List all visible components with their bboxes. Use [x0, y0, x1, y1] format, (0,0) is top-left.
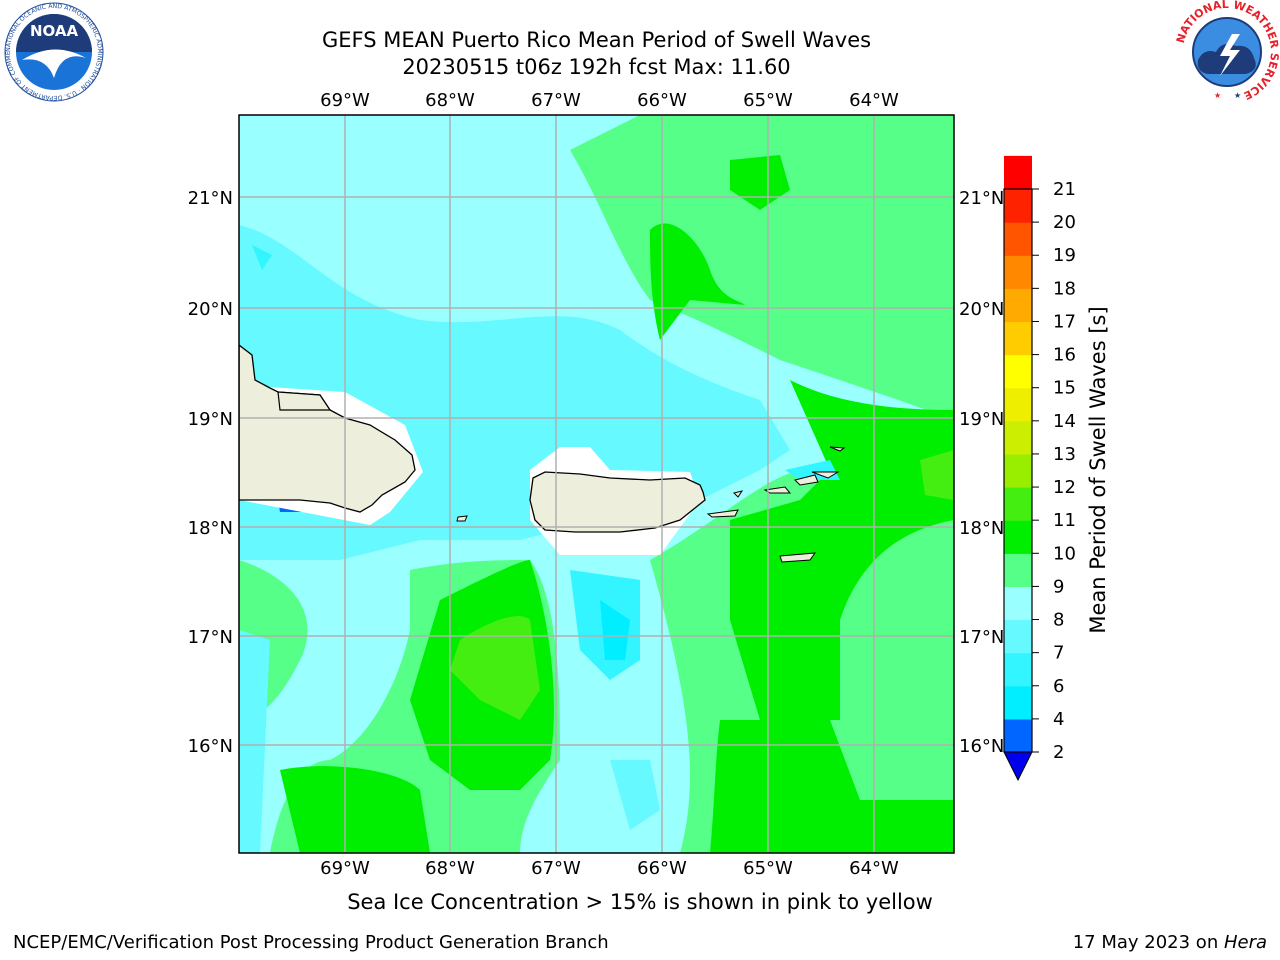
- colorbar-segment: [1004, 487, 1032, 521]
- colorbar-segment: [1004, 288, 1032, 323]
- map-subtitle: 20230515 t06z 192h fcst Max: 11.60: [402, 55, 791, 79]
- colorbar-segment: [1004, 619, 1032, 654]
- colorbar-tick-label: 9: [1053, 576, 1064, 597]
- lat-label: 18°N: [188, 518, 233, 539]
- map-title: GEFS MEAN Puerto Rico Mean Period of Swe…: [321, 28, 872, 52]
- colorbar-segment: [1004, 586, 1032, 621]
- colorbar-tick-label: 12: [1053, 477, 1076, 498]
- lon-label: 66°W: [637, 858, 687, 879]
- colorbar-tick-label: 11: [1053, 510, 1076, 531]
- colorbar: 2 4 6 7 8 9 10 11 12 13 14 15 16 17 18 19 20 21: [1003, 155, 1076, 782]
- colorbar-tick-label: 15: [1053, 378, 1076, 399]
- colorbar-tick-label: 20: [1053, 212, 1076, 233]
- colorbar-segment: [1004, 189, 1032, 223]
- colorbar-segment: [1004, 652, 1032, 687]
- svg-text:NOAA: NOAA: [30, 22, 79, 40]
- colorbar-frame: [1003, 188, 1033, 753]
- lon-labels-top: 69°W 68°W 67°W 66°W 65°W 64°W: [320, 90, 899, 111]
- colorbar-tick-label: 16: [1053, 345, 1076, 366]
- plot-frame: [238, 114, 955, 854]
- lon-label: 65°W: [743, 858, 793, 879]
- lat-label: 19°N: [188, 409, 233, 430]
- lon-label: 68°W: [425, 90, 475, 111]
- colorbar-segment: [1004, 155, 1032, 190]
- colorbar-tick-label: 21: [1053, 179, 1076, 200]
- colorbar-segment: [1004, 321, 1032, 356]
- lat-label: 20°N: [188, 299, 233, 320]
- lat-labels-right: 21°N 20°N 19°N 18°N 17°N 16°N: [959, 188, 1004, 757]
- lon-label: 68°W: [425, 858, 475, 879]
- colorbar-segment: [1004, 520, 1032, 554]
- lon-labels-bottom: 69°W 68°W 67°W 66°W 65°W 64°W: [320, 858, 899, 879]
- lon-label: 69°W: [320, 90, 370, 111]
- lat-label: 17°N: [959, 627, 1004, 648]
- lat-label: 16°N: [959, 736, 1004, 757]
- colorbar-tick-label: 7: [1053, 643, 1064, 664]
- lat-label: 16°N: [188, 736, 233, 757]
- credit-line: NCEP/EMC/Verification Post Processing Pr…: [13, 932, 609, 953]
- colorbar-tick-label: 10: [1053, 543, 1076, 564]
- colorbar-tick-label: 6: [1053, 676, 1064, 697]
- lon-label: 65°W: [743, 90, 793, 111]
- colorbar-under-arrow: [1003, 751, 1033, 782]
- lat-label: 21°N: [959, 188, 1004, 209]
- lat-labels-left: 21°N 20°N 19°N 18°N 17°N 16°N: [188, 188, 233, 757]
- colorbar-segment: [1004, 387, 1032, 422]
- graticule: [239, 115, 954, 853]
- lon-label: 64°W: [849, 858, 899, 879]
- colorbar-segment: [1004, 222, 1032, 256]
- colorbar-segment: [1004, 553, 1032, 588]
- colorbar-tick-label: 14: [1053, 411, 1076, 432]
- lat-label: 20°N: [959, 299, 1004, 320]
- colorbar-tick-label: 4: [1053, 709, 1064, 730]
- lon-label: 64°W: [849, 90, 899, 111]
- colorbar-segment: [1004, 685, 1032, 720]
- colorbar-tick-label: 2: [1053, 742, 1064, 763]
- colorbar-tick-label: 17: [1053, 311, 1076, 332]
- colorbar-segment: [1004, 420, 1032, 455]
- lon-label: 66°W: [637, 90, 687, 111]
- lat-label: 19°N: [959, 409, 1004, 430]
- host-name: Hera: [1223, 932, 1267, 953]
- lon-label: 69°W: [320, 858, 370, 879]
- svg-text:★: ★: [1214, 91, 1221, 100]
- colorbar-segment: [1004, 453, 1032, 488]
- contour-fill: [239, 115, 954, 853]
- colorbar-tick-label: 18: [1053, 278, 1076, 299]
- colorbar-tick-label: 19: [1053, 245, 1076, 266]
- lat-label: 21°N: [188, 188, 233, 209]
- date-stamp-prefix: 17 May 2023 on: [1072, 932, 1224, 953]
- date-stamp: 17 May 2023 on Hera: [1073, 932, 1267, 953]
- nws-logo: NATIONAL WEATHER SERVICE ★ ★: [1174, 0, 1280, 102]
- sea-ice-caption: Sea Ice Concentration > 15% is shown in …: [347, 890, 933, 914]
- noaa-logo: NATIONAL OCEANIC AND ATMOSPHERIC ADMINIS…: [2, 0, 104, 102]
- lon-label: 67°W: [531, 90, 581, 111]
- colorbar-label: Mean Period of Swell Waves [s]: [1086, 306, 1110, 633]
- colorbar-tick-label: 8: [1053, 610, 1064, 631]
- svg-text:★: ★: [1234, 91, 1241, 100]
- lat-label: 18°N: [959, 518, 1004, 539]
- colorbar-segment: [1004, 255, 1032, 289]
- lat-label: 17°N: [188, 627, 233, 648]
- colorbar-segment: [1004, 718, 1032, 753]
- colorbar-tick-label: 13: [1053, 444, 1076, 465]
- lon-label: 67°W: [531, 858, 581, 879]
- colorbar-segment: [1004, 354, 1032, 389]
